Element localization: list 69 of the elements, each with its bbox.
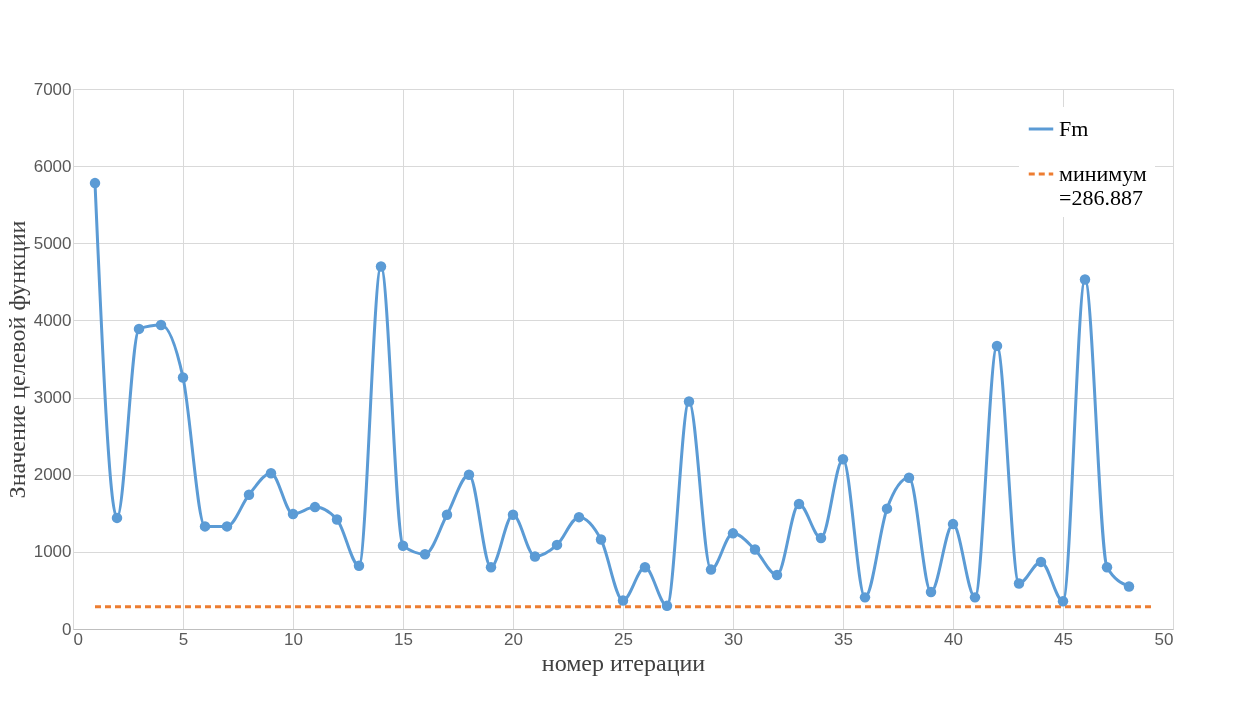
point — [991, 340, 1003, 352]
point — [529, 551, 541, 562]
x-tick-label: 35 — [834, 629, 853, 649]
y-tick-label: 5000 — [33, 233, 72, 253]
point — [1057, 595, 1069, 607]
x-tick-label: 15 — [394, 629, 413, 649]
x-tick-label: 45 — [1054, 629, 1073, 649]
point — [551, 539, 563, 551]
point — [375, 261, 387, 272]
y-tick-label: 7000 — [33, 79, 72, 99]
x-axis-title: номер итерации — [541, 649, 706, 676]
point — [155, 319, 167, 331]
x-tick-label: 25 — [614, 629, 633, 649]
y-tick-label: 3000 — [33, 388, 72, 408]
x-tick-label: 30 — [724, 629, 743, 649]
point — [639, 562, 651, 573]
point — [111, 512, 123, 524]
point — [1079, 274, 1091, 285]
point — [243, 489, 255, 501]
point — [309, 501, 321, 513]
point — [1013, 578, 1025, 589]
point — [947, 518, 959, 530]
point — [265, 467, 277, 479]
point — [683, 396, 695, 407]
point — [287, 508, 299, 520]
point — [221, 521, 233, 532]
point — [1123, 581, 1135, 592]
point — [903, 472, 915, 484]
point — [595, 534, 607, 545]
point — [881, 503, 893, 514]
point — [969, 592, 981, 603]
x-tick-label: 10 — [284, 629, 303, 649]
point — [661, 600, 673, 612]
point — [1101, 562, 1113, 573]
point — [617, 595, 629, 606]
x-tick-label: 50 — [1154, 629, 1174, 649]
y-tick-label: 1000 — [33, 542, 72, 562]
point — [463, 469, 475, 480]
point — [925, 586, 937, 598]
point — [133, 323, 145, 335]
x-tick-label: 40 — [944, 629, 963, 649]
point — [397, 540, 409, 551]
point — [859, 592, 871, 603]
y-tick-label: 2000 — [33, 465, 72, 485]
legend-label: Fm — [1059, 116, 1089, 141]
point — [331, 514, 343, 525]
point — [199, 521, 211, 532]
point — [485, 562, 497, 573]
point — [705, 564, 717, 575]
point — [177, 372, 189, 383]
point — [89, 177, 101, 189]
point — [771, 569, 783, 581]
legend-label: минимум =286.887 — [1059, 161, 1147, 210]
y-tick-label: 4000 — [33, 310, 72, 330]
y-axis-title: Значение целевой функции — [3, 220, 30, 499]
point — [353, 560, 365, 571]
point — [441, 509, 453, 521]
point — [1035, 556, 1047, 568]
point — [837, 454, 849, 465]
x-tick-label: 20 — [504, 629, 523, 649]
point — [573, 511, 585, 523]
point — [727, 528, 739, 539]
point — [793, 498, 805, 510]
point — [815, 532, 827, 544]
point — [749, 544, 761, 555]
point — [419, 548, 431, 560]
x-tick-label: 5 — [178, 629, 189, 649]
y-tick-label: 6000 — [33, 156, 72, 176]
point — [507, 509, 519, 521]
